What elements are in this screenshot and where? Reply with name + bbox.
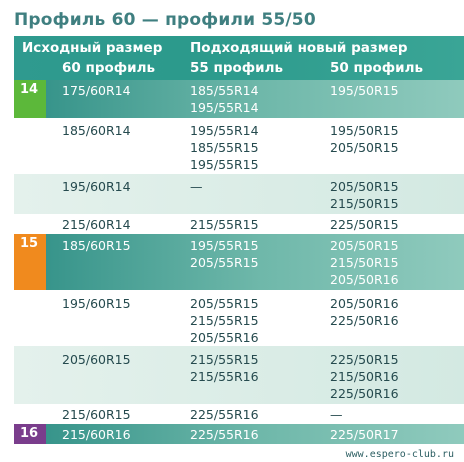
size-value: 225/50R16 <box>330 313 399 328</box>
size-value: 225/50R15 <box>330 352 399 367</box>
size-value: 195/55R14 <box>190 100 259 115</box>
header-source-size: Исходный размер <box>22 40 163 56</box>
size-value: 225/55R16 <box>190 407 259 422</box>
source-size: 195/60R15 <box>62 296 131 311</box>
table-header: Исходный размер 60 профиль Подходящий но… <box>14 36 464 80</box>
size-value: — <box>330 407 343 422</box>
table-row: 215/60R15 225/55R16 — <box>14 404 464 424</box>
profile-55-sizes: 195/55R15 205/55R15 <box>190 237 259 271</box>
profile-55-sizes: 225/55R16 <box>190 426 259 443</box>
header-new-size: Подходящий новый размер <box>190 40 408 56</box>
header-60-profile: 60 профиль <box>62 60 156 76</box>
size-value: 195/50R15 <box>330 123 399 138</box>
size-value: 225/50R15 <box>330 217 399 232</box>
tire-size-table: Исходный размер 60 профиль Подходящий но… <box>14 36 464 446</box>
profile-50-sizes: 205/50R15 215/50R15 <box>330 178 399 212</box>
size-value: 185/55R14 <box>190 83 259 98</box>
profile-50-sizes: 205/50R16 225/50R16 <box>330 295 399 329</box>
header-50-profile: 50 профиль <box>330 60 424 76</box>
size-value: 215/50R16 <box>330 369 399 384</box>
source-size: 205/60R15 <box>62 352 131 367</box>
size-value: 225/50R16 <box>330 386 399 401</box>
source-size: 185/60R15 <box>62 238 131 253</box>
profile-50-sizes: 225/50R17 <box>330 426 399 443</box>
size-value: 195/55R15 <box>190 238 259 253</box>
header-55-profile: 55 профиль <box>190 60 284 76</box>
size-value: 205/50R16 <box>330 296 399 311</box>
source-size: 195/60R14 <box>62 179 131 194</box>
profile-55-sizes: 225/55R16 <box>190 406 259 423</box>
profile-55-sizes: 195/55R14 185/55R15 195/55R15 <box>190 122 259 173</box>
watermark: www.espero-club.ru <box>345 449 454 460</box>
rim-badge-14: 14 <box>14 80 46 118</box>
source-size: 185/60R14 <box>62 123 131 138</box>
size-value: 215/50R15 <box>330 255 399 270</box>
source-size: 215/60R15 <box>62 407 131 422</box>
profile-55-sizes: 215/55R15 <box>190 216 259 233</box>
size-value: 215/55R16 <box>190 369 259 384</box>
size-value: 215/55R15 <box>190 313 259 328</box>
size-value: 195/55R14 <box>190 123 259 138</box>
size-value: 195/50R15 <box>330 83 399 98</box>
profile-55-sizes: 205/55R15 215/55R15 205/55R16 <box>190 295 259 346</box>
table-row: 14 175/60R14 185/55R14 195/55R14 195/50R… <box>14 80 464 118</box>
profile-55-sizes: 215/55R15 215/55R16 <box>190 351 259 385</box>
table-row: 215/60R14 215/55R15 225/50R15 <box>14 214 464 234</box>
table-row: 15 185/60R15 195/55R15 205/55R15 205/50R… <box>14 234 464 290</box>
size-value: 185/55R15 <box>190 140 259 155</box>
profile-55-sizes: 185/55R14 195/55R14 <box>190 82 259 116</box>
size-value: 205/50R16 <box>330 272 399 287</box>
table-row: 185/60R14 195/55R14 185/55R15 195/55R15 … <box>14 118 464 174</box>
profile-50-sizes: 225/50R15 215/50R16 225/50R16 <box>330 351 399 402</box>
profile-50-sizes: 205/50R15 215/50R15 205/50R16 <box>330 237 399 288</box>
size-value: 225/50R17 <box>330 427 399 442</box>
profile-50-sizes: 195/50R15 205/50R15 <box>330 122 399 156</box>
table-row: 195/60R15 205/55R15 215/55R15 205/55R16 … <box>14 290 464 346</box>
size-value: 205/55R15 <box>190 255 259 270</box>
size-value: 195/55R15 <box>190 157 259 172</box>
size-value: 205/50R15 <box>330 179 399 194</box>
size-value: 215/55R15 <box>190 217 259 232</box>
size-value: 205/50R15 <box>330 238 399 253</box>
size-value: 215/55R15 <box>190 352 259 367</box>
source-size: 215/60R16 <box>62 427 131 442</box>
profile-55-sizes: — <box>190 178 203 195</box>
page-title: Профиль 60 — профили 55/50 <box>14 10 316 30</box>
size-value: 205/55R15 <box>190 296 259 311</box>
table-row: 16 215/60R16 225/55R16 225/50R17 <box>14 424 464 444</box>
profile-50-sizes: 225/50R15 <box>330 216 399 233</box>
size-value: 205/50R15 <box>330 140 399 155</box>
size-value: 215/50R15 <box>330 196 399 211</box>
profile-50-sizes: — <box>330 406 343 423</box>
size-value: 205/55R16 <box>190 330 259 345</box>
profile-50-sizes: 195/50R15 <box>330 82 399 99</box>
table-row: 205/60R15 215/55R15 215/55R16 225/50R15 … <box>14 346 464 404</box>
rim-badge-15: 15 <box>14 234 46 290</box>
rim-badge-16: 16 <box>14 424 46 444</box>
source-size: 215/60R14 <box>62 217 131 232</box>
table-row: 195/60R14 — 205/50R15 215/50R15 <box>14 174 464 214</box>
size-value: — <box>190 179 203 194</box>
size-value: 225/55R16 <box>190 427 259 442</box>
source-size: 175/60R14 <box>62 83 131 98</box>
